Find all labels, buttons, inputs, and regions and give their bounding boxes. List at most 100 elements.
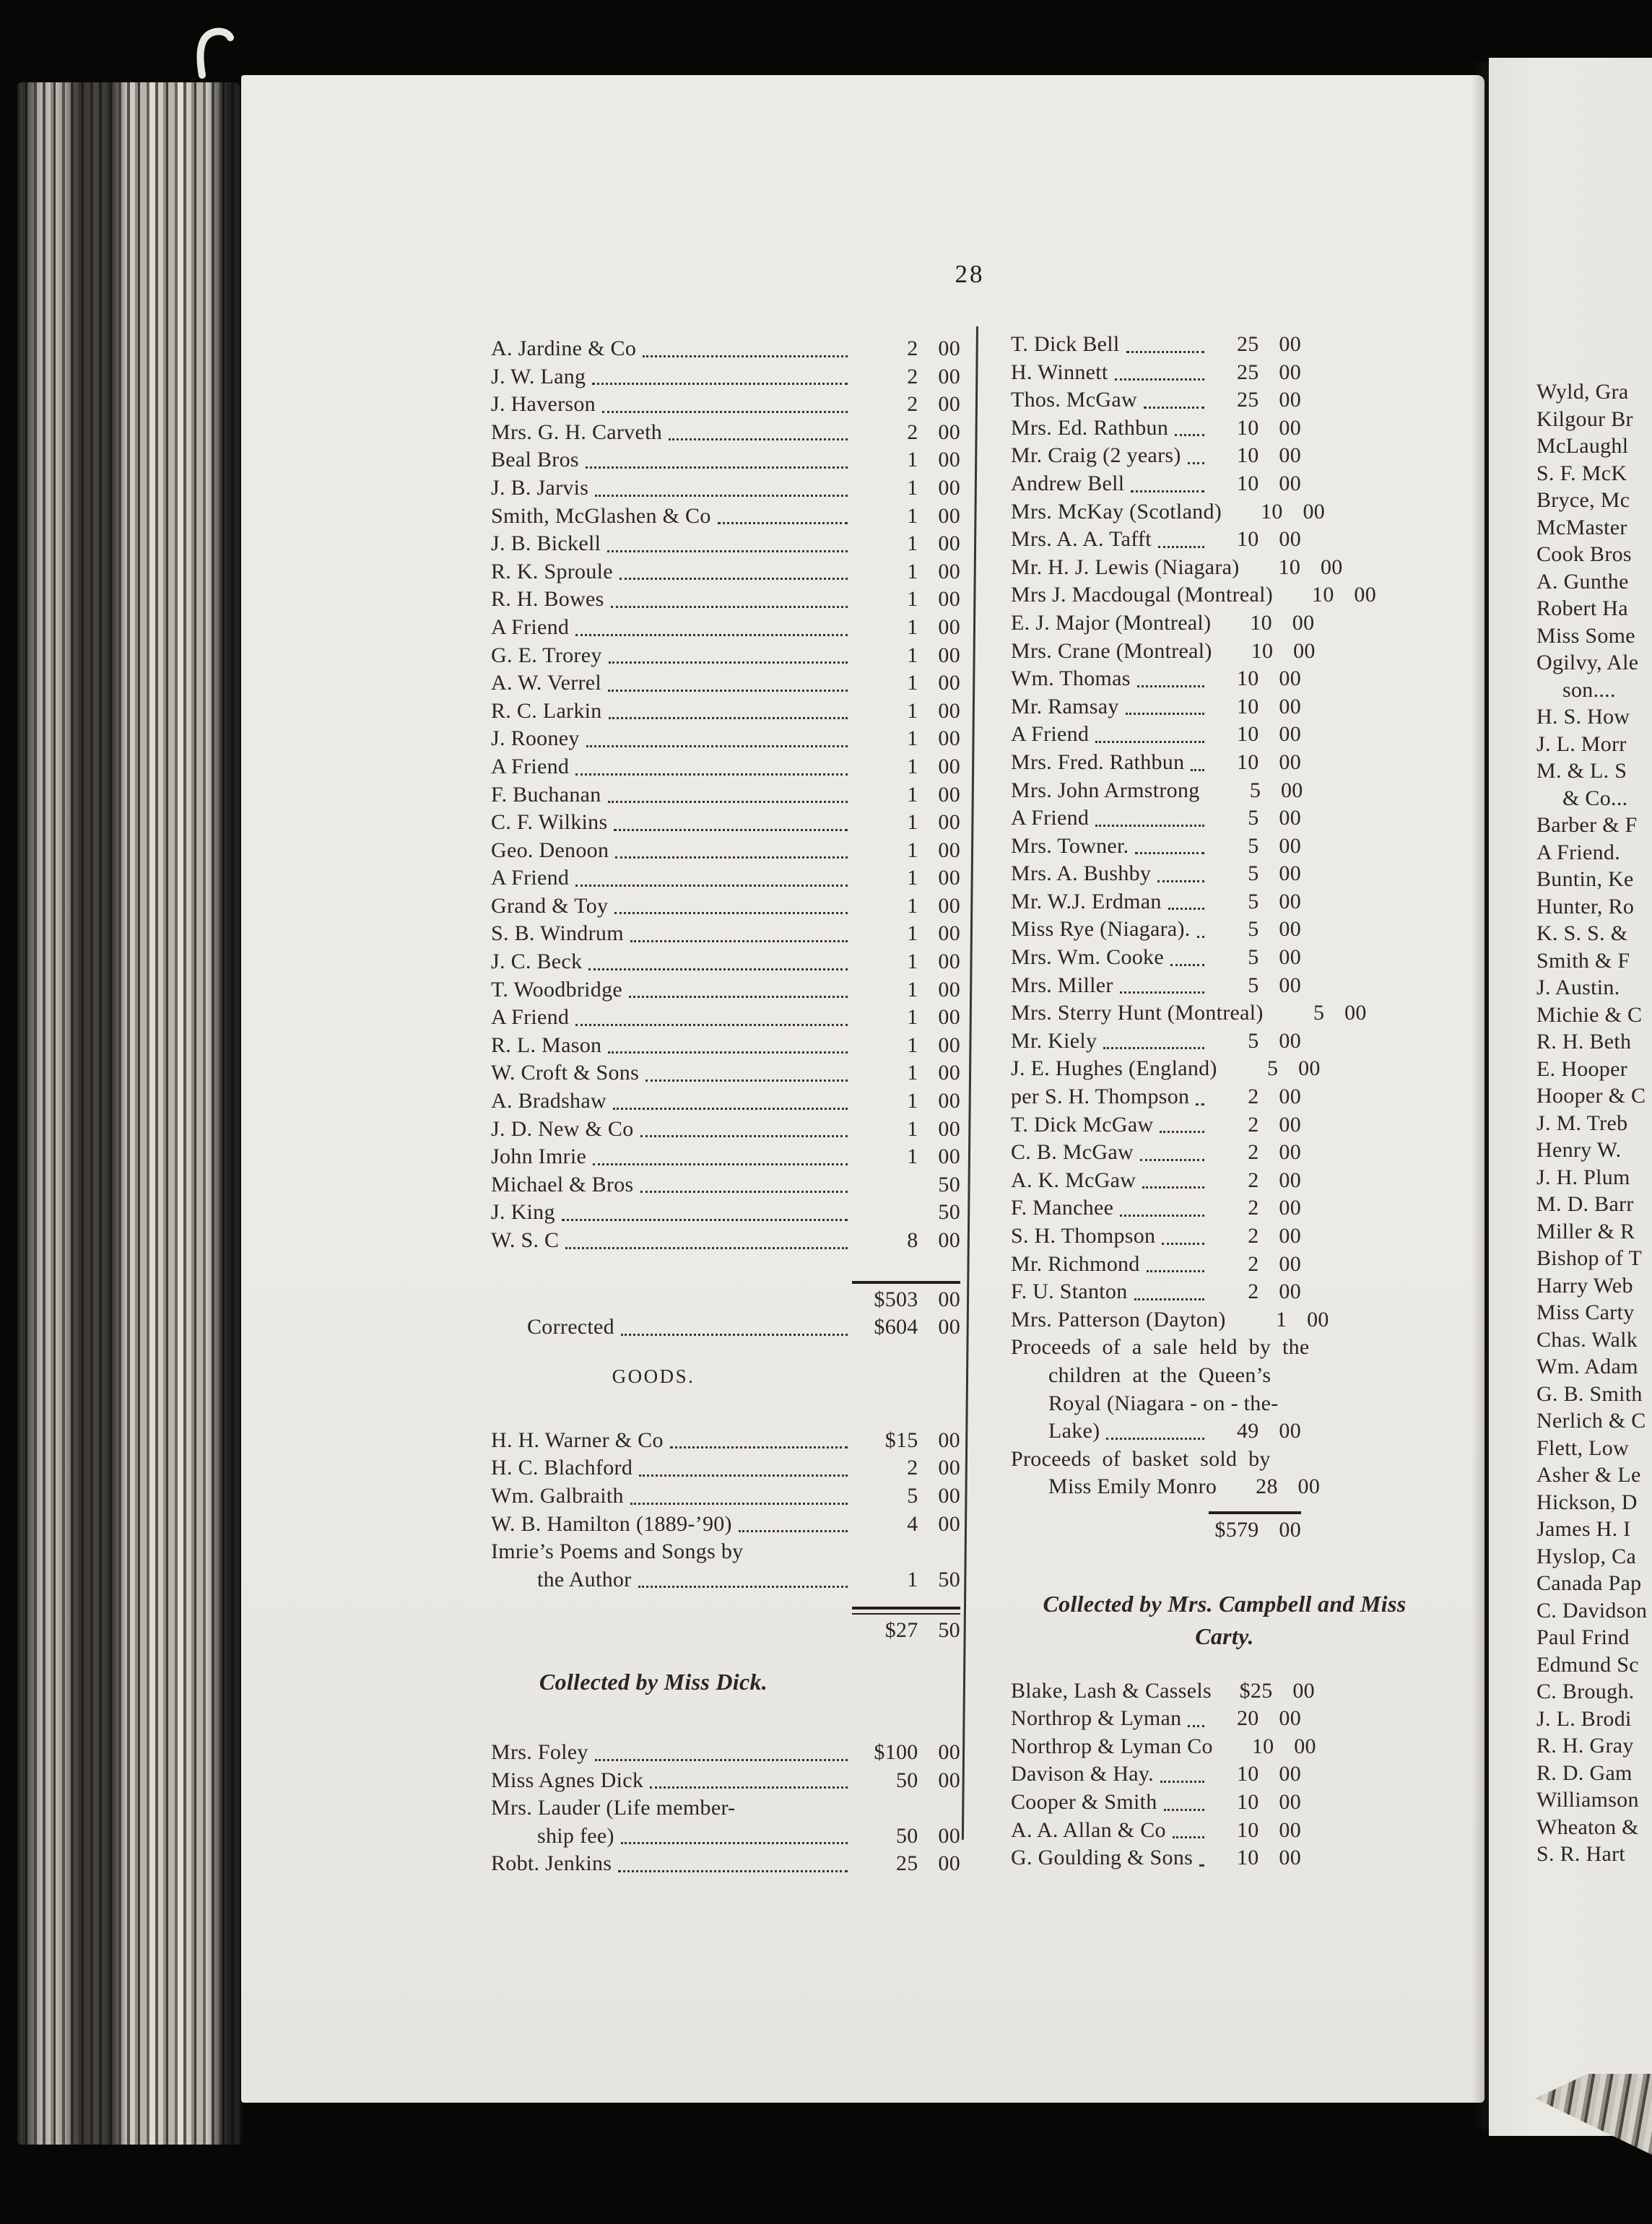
entry-line: Mrs. Wm. Cooke 5 00 [1011, 944, 1301, 972]
entry-name: R. L. Mason [491, 1033, 602, 1057]
dot-leader [1172, 1836, 1204, 1839]
dot-leader [614, 828, 848, 831]
entry-line: Imrie’s Poems and Songs by [491, 1538, 960, 1566]
entry-line: A. Bradshaw 1 00 [491, 1087, 960, 1116]
entry-line: Bishop of T [1536, 1245, 1652, 1272]
entry-name: F. U. Stanton [1011, 1280, 1128, 1304]
dot-leader [1126, 350, 1204, 353]
entry-amount: 2 00 [907, 1456, 960, 1480]
entry-name: Lake) [1048, 1419, 1100, 1443]
entry-name: C. Brough. [1536, 1680, 1635, 1703]
entry-amount: 5 00 [1248, 945, 1301, 970]
entry-name: Paul Frind [1536, 1625, 1630, 1649]
entry-name: J. L. Brodi [1536, 1706, 1632, 1731]
dot-leader [640, 1135, 848, 1138]
entry-amount: 20 00 [1237, 1706, 1301, 1731]
entry-name: R. D. Gam [1536, 1760, 1633, 1785]
entry-name: Smith & F [1536, 948, 1630, 973]
dot-leader [585, 466, 848, 469]
entry-line: A Friend 10 00 [1011, 721, 1301, 749]
entry-name: Mrs. Lauder (Life member- [491, 1796, 736, 1820]
entry-name: C. F. Wilkins [491, 810, 608, 835]
entry-line: A Friend 1 00 [491, 864, 960, 892]
entry-name: Proceeds of basket sold by [1011, 1446, 1271, 1471]
entry-line: J. E. Hughes (England) 5 00 [1011, 1055, 1320, 1083]
entry-name: Canada Pap [1536, 1571, 1642, 1595]
dot-leader [1187, 461, 1204, 464]
entry-name: A. Bradshaw [491, 1089, 607, 1113]
entry-amount: 25 00 [896, 1851, 960, 1876]
entry-amount: 10 00 [1251, 1734, 1316, 1758]
entry-line: J. H. Plum [1536, 1164, 1652, 1191]
dot-leader [669, 438, 848, 441]
entry-name: A. Gunthe [1536, 569, 1629, 594]
entry-amount: 1 00 [907, 671, 960, 695]
entry-name: A Friend [491, 614, 570, 639]
entry-name: Mrs. Towner. [1011, 833, 1129, 858]
dot-leader [595, 494, 848, 497]
entry-line: J. W. Lang 2 00 [491, 363, 960, 391]
entry-amount: 10 00 [1237, 1817, 1301, 1842]
entry-line: Buntin, Ke [1536, 866, 1652, 893]
entry-name: Buntin, Ke [1536, 867, 1634, 891]
corrected-line: Corrected $604 00 [491, 1313, 960, 1342]
entry-name: Mrs. John Armstrong [1011, 778, 1200, 802]
entry-name: Miller & R [1536, 1219, 1635, 1243]
entry-line: son.... [1536, 677, 1652, 704]
dot-leader [618, 1869, 848, 1872]
entry-amount: 1 00 [907, 1033, 960, 1057]
entry-line: Mr. H. J. Lewis (Niagara) 10 00 [1011, 554, 1342, 582]
entry-line: A. W. Verrel 1 00 [491, 669, 960, 698]
subscriptions-list: A. Jardine & Co 2 00 J. W. Lang 2 00 J. Have… [491, 335, 960, 1255]
entry-name: Nerlich & C [1536, 1409, 1646, 1433]
entry-name: Mrs. McKay (Scotland) [1011, 499, 1222, 524]
entry-amount: 1 00 [907, 810, 960, 835]
entry-line: Mrs. McKay (Scotland) 10 00 [1011, 498, 1325, 526]
entry-line: Mrs. Ed. Rathbun 10 00 [1011, 414, 1301, 443]
entry-line: Smith & F [1536, 947, 1652, 975]
corrected-amount: $604 00 [874, 1315, 960, 1339]
entry-line: Michael & Bros 50 [491, 1171, 960, 1199]
entry-name: McMaster [1536, 515, 1627, 539]
entry-name: G. Goulding & Sons [1011, 1846, 1194, 1870]
entry-amount: 1 00 [907, 614, 960, 639]
entry-name: Mrs. Ed. Rathbun [1011, 415, 1169, 440]
entry-name: R. H. Bowes [491, 587, 604, 612]
entry-name: Barber & F [1536, 813, 1638, 837]
entry-line: Northrop & Lyman Co 10 00 [1011, 1733, 1316, 1761]
entry-amount: 10 00 [1237, 1789, 1301, 1814]
entry-line: Mrs. A. Bushby 5 00 [1011, 860, 1301, 888]
dot-leader [575, 773, 848, 776]
entry-name: Imrie’s Poems and Songs by [491, 1539, 744, 1564]
dot-leader [1170, 963, 1204, 966]
entry-line: Mr. Kiely 5 00 [1011, 1028, 1301, 1056]
entry-line: Proceeds of a sale held by the [1011, 1334, 1309, 1362]
entry-line: A Friend. [1536, 839, 1652, 866]
dot-leader [645, 1080, 848, 1082]
entry-name: Mrs. Miller [1011, 973, 1113, 997]
entry-line: A. Gunthe [1536, 568, 1652, 596]
dot-leader [601, 410, 848, 413]
entry-line: F. Buchanan 1 00 [491, 781, 960, 809]
entry-name: per S. H. Thompson [1011, 1085, 1190, 1109]
entry-line: C. F. Wilkins 1 00 [491, 809, 960, 837]
entry-name: J. B. Jarvis [491, 475, 589, 500]
entry-line: J. L. Morr [1536, 731, 1652, 758]
entry-name: S. B. Windrum [491, 921, 624, 946]
entry-name: T. Dick Bell [1011, 332, 1120, 356]
entry-name: S. H. Thompson [1011, 1224, 1156, 1248]
entry-amount: 5 00 [1248, 833, 1301, 858]
donations-column: T. Dick Bell 25 00 H. Winnett 25 00 Thos. Mc… [1011, 331, 1406, 1872]
sum-rule [852, 1280, 960, 1284]
entry-name: A. W. Verrel [491, 671, 602, 695]
entry-name: J. Rooney [491, 726, 580, 751]
entry-amount: 1 00 [907, 921, 960, 946]
entry-amount: 2 00 [1248, 1224, 1301, 1248]
dot-leader [620, 1842, 848, 1845]
entry-amount: 1 00 [907, 698, 960, 723]
entry-line: Williamson [1536, 1786, 1652, 1814]
entry-amount: 1 50 [907, 1567, 960, 1591]
entry-amount: 50 [938, 1172, 960, 1196]
entry-name: John Imrie [491, 1144, 587, 1169]
